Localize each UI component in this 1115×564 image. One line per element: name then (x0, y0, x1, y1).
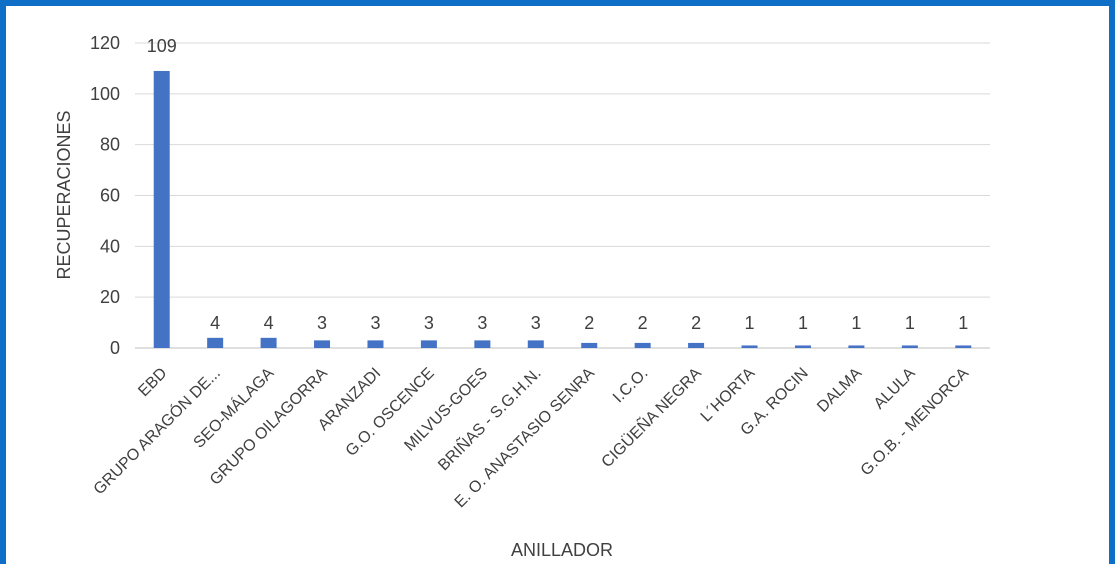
bar (688, 342, 705, 348)
y-tick-label: 20 (100, 287, 120, 307)
data-label: 3 (531, 313, 541, 333)
y-tick-label: 80 (100, 135, 120, 155)
data-label: 109 (147, 36, 177, 56)
x-tick-label: EBD (135, 365, 170, 400)
bar (741, 345, 758, 348)
data-label: 2 (691, 313, 701, 333)
bar (848, 345, 865, 348)
data-label: 3 (477, 313, 487, 333)
bar (260, 337, 277, 348)
bar (420, 340, 437, 348)
data-label: 1 (745, 313, 755, 333)
data-label: 3 (317, 313, 327, 333)
bar (207, 337, 224, 348)
data-label: 2 (584, 313, 594, 333)
data-label: 3 (424, 313, 434, 333)
y-tick-label: 120 (90, 33, 120, 53)
y-tick-label: 40 (100, 236, 120, 256)
data-labels: 109 4 4 3 3 3 3 3 2 2 2 1 1 1 1 1 (147, 36, 969, 333)
x-tick-label: ALULA (871, 365, 919, 413)
x-tick-label: I.C.O. (610, 365, 652, 407)
data-label: 3 (370, 313, 380, 333)
data-label: 1 (851, 313, 861, 333)
bar (527, 340, 544, 348)
gridlines (135, 42, 990, 349)
x-tick-label: DALMA (814, 365, 865, 416)
y-tick-label: 60 (100, 186, 120, 206)
bar (314, 340, 331, 348)
data-label: 4 (264, 313, 274, 333)
data-label: 1 (905, 313, 915, 333)
bar (901, 345, 918, 348)
y-tick-label: 0 (110, 338, 120, 358)
y-tick-label: 100 (90, 84, 120, 104)
data-label: 1 (958, 313, 968, 333)
x-tick-label: G.O.B. - MENORCA (858, 365, 973, 480)
bars (153, 70, 972, 348)
bar (581, 342, 598, 348)
bar (153, 70, 170, 348)
data-label: 4 (210, 313, 220, 333)
bar (367, 340, 384, 348)
data-label: 1 (798, 313, 808, 333)
x-axis-title: ANILLADOR (511, 540, 613, 560)
bar (794, 345, 811, 348)
x-tick-label: CIGÜEÑA NEGRA (596, 362, 705, 471)
y-axis-ticks: 0 20 40 60 80 100 120 (90, 33, 120, 358)
bar (634, 342, 651, 348)
bar (955, 345, 972, 348)
bar (474, 340, 491, 348)
x-tick-label: BRIÑAS - S.G.H.N. (433, 363, 545, 475)
data-label: 2 (638, 313, 648, 333)
y-axis-title: RECUPERACIONES (54, 110, 74, 279)
